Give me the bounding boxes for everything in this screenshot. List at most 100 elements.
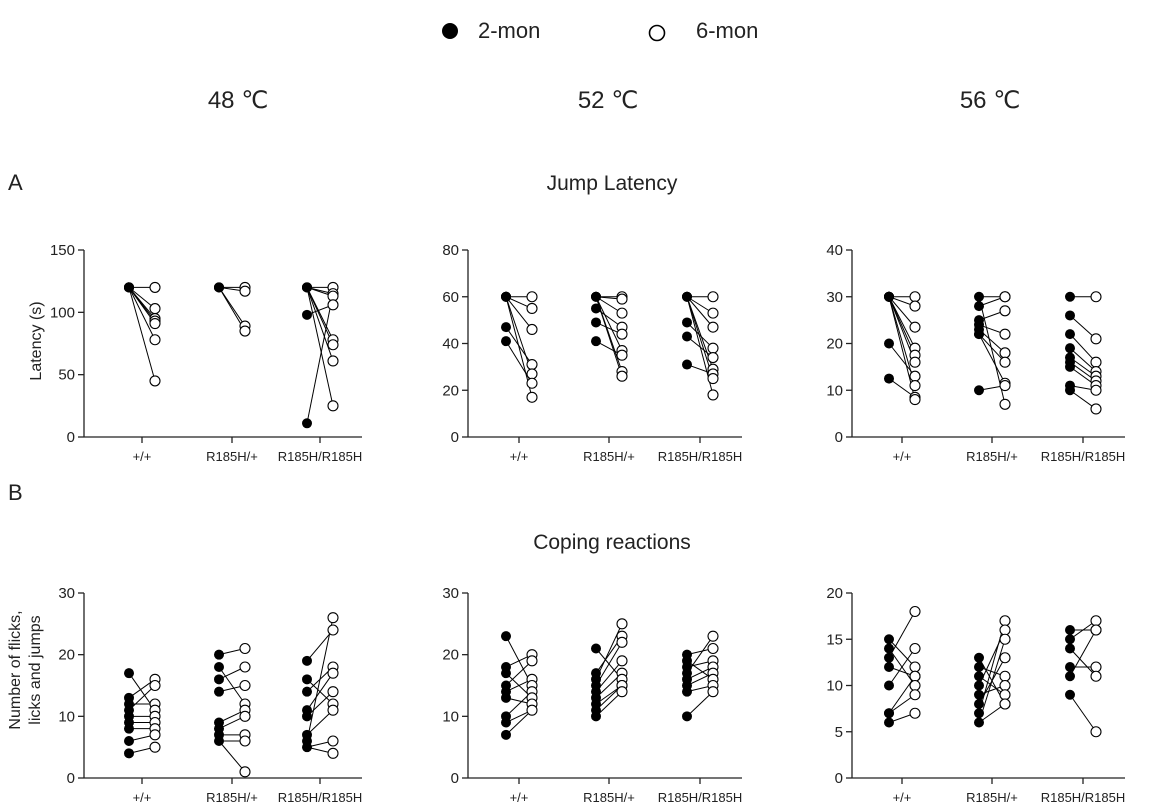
x-tick-label: R185H/R185H — [658, 790, 743, 804]
point-2mon — [124, 723, 134, 734]
pair-line — [1069, 347, 1097, 372]
point-2mon — [884, 717, 894, 728]
point-6mon — [999, 398, 1011, 410]
point-2mon — [884, 652, 894, 663]
point-2mon — [501, 729, 511, 740]
y-tick-label: 0 — [835, 429, 843, 446]
point-6mon — [999, 652, 1011, 664]
point-6mon — [909, 642, 921, 655]
point-2mon — [501, 717, 511, 728]
point-2mon — [1065, 361, 1075, 372]
pair-line — [888, 296, 916, 386]
point-2mon — [974, 385, 984, 396]
point-6mon — [707, 686, 719, 698]
point-2mon — [302, 418, 312, 429]
point-6mon — [239, 679, 251, 692]
point-6mon — [999, 633, 1011, 645]
point-2mon — [501, 322, 511, 333]
x-tick-label: +/+ — [133, 790, 152, 804]
pair-line — [128, 287, 156, 340]
point-2mon — [884, 373, 894, 384]
point-6mon — [999, 380, 1011, 392]
legend-label-6mon: 6-mon — [696, 18, 758, 43]
point-6mon — [909, 370, 921, 382]
point-2mon — [884, 662, 894, 672]
x-tick-label: R185H/R185H — [278, 449, 363, 464]
point-6mon — [526, 291, 538, 303]
point-2mon — [501, 291, 511, 302]
point-6mon — [149, 318, 161, 330]
point-2mon — [501, 668, 511, 679]
y-tick-label: 20 — [826, 585, 843, 602]
legend-marker-2mon — [442, 23, 458, 39]
point-6mon — [707, 307, 719, 319]
point-6mon — [239, 285, 251, 297]
point-2mon — [974, 329, 984, 340]
x-tick-label: R185H/+ — [583, 790, 635, 804]
point-2mon — [974, 708, 984, 719]
point-6mon — [526, 391, 538, 403]
point-2mon — [214, 649, 224, 660]
panel-0-axes — [78, 249, 362, 443]
column-header-48: 48 ℃ — [208, 87, 268, 114]
point-6mon — [327, 704, 339, 716]
point-6mon — [909, 291, 921, 303]
point-6mon — [616, 370, 628, 382]
panel-1: 0 20 40 60 80 +/+ R185H/+ R185H/R185H — [442, 242, 742, 464]
point-6mon — [1090, 384, 1102, 396]
pair-line — [306, 293, 334, 424]
point-2mon — [884, 291, 894, 302]
point-2mon — [302, 674, 312, 685]
x-tick-label: +/+ — [893, 449, 912, 464]
panel-2-axes — [846, 249, 1125, 443]
point-6mon — [149, 334, 161, 346]
point-6mon — [149, 679, 161, 692]
point-6mon — [149, 281, 161, 293]
point-2mon — [682, 711, 692, 722]
pair-line — [128, 287, 156, 382]
x-tick-label: R185H/R185H — [658, 449, 743, 464]
point-6mon — [616, 636, 628, 648]
point-6mon — [327, 624, 339, 636]
point-6mon — [327, 299, 339, 311]
y-tick-label: 5 — [835, 724, 843, 741]
ylabel-coping-line2: licks and jumps — [27, 615, 44, 724]
point-2mon — [682, 291, 692, 302]
x-tick-label: +/+ — [510, 790, 529, 804]
point-2mon — [124, 282, 134, 293]
point-2mon — [1065, 689, 1075, 700]
point-2mon — [974, 699, 984, 709]
point-6mon — [909, 300, 921, 312]
pair-line — [686, 296, 714, 328]
y-tick-label: 15 — [826, 631, 843, 648]
point-2mon — [1065, 310, 1075, 321]
point-6mon — [909, 679, 921, 692]
point-6mon — [327, 400, 339, 412]
pair-line — [1069, 694, 1097, 733]
point-2mon — [302, 655, 312, 666]
point-6mon — [149, 303, 161, 315]
point-6mon — [149, 375, 161, 387]
point-6mon — [707, 642, 719, 655]
panel-letter-a: A — [8, 170, 23, 195]
point-6mon — [1090, 291, 1102, 303]
point-2mon — [124, 748, 134, 759]
pair-line — [306, 672, 334, 711]
pair-line — [505, 296, 533, 330]
panel-1-axes — [462, 249, 742, 443]
y-tick-label: 20 — [442, 382, 459, 399]
panel-letter-b: B — [8, 480, 23, 505]
point-6mon — [909, 394, 921, 406]
point-6mon — [909, 670, 921, 682]
point-2mon — [682, 359, 692, 370]
point-6mon — [239, 766, 251, 778]
point-6mon — [909, 689, 921, 701]
point-2mon — [974, 301, 984, 312]
legend: 2-mon 6-mon — [442, 18, 758, 43]
y-tick-label: 0 — [67, 429, 75, 446]
point-2mon — [591, 711, 601, 722]
point-2mon — [1065, 634, 1075, 645]
point-6mon — [239, 661, 251, 673]
panel-3-axes — [78, 592, 362, 784]
point-6mon — [327, 355, 339, 367]
